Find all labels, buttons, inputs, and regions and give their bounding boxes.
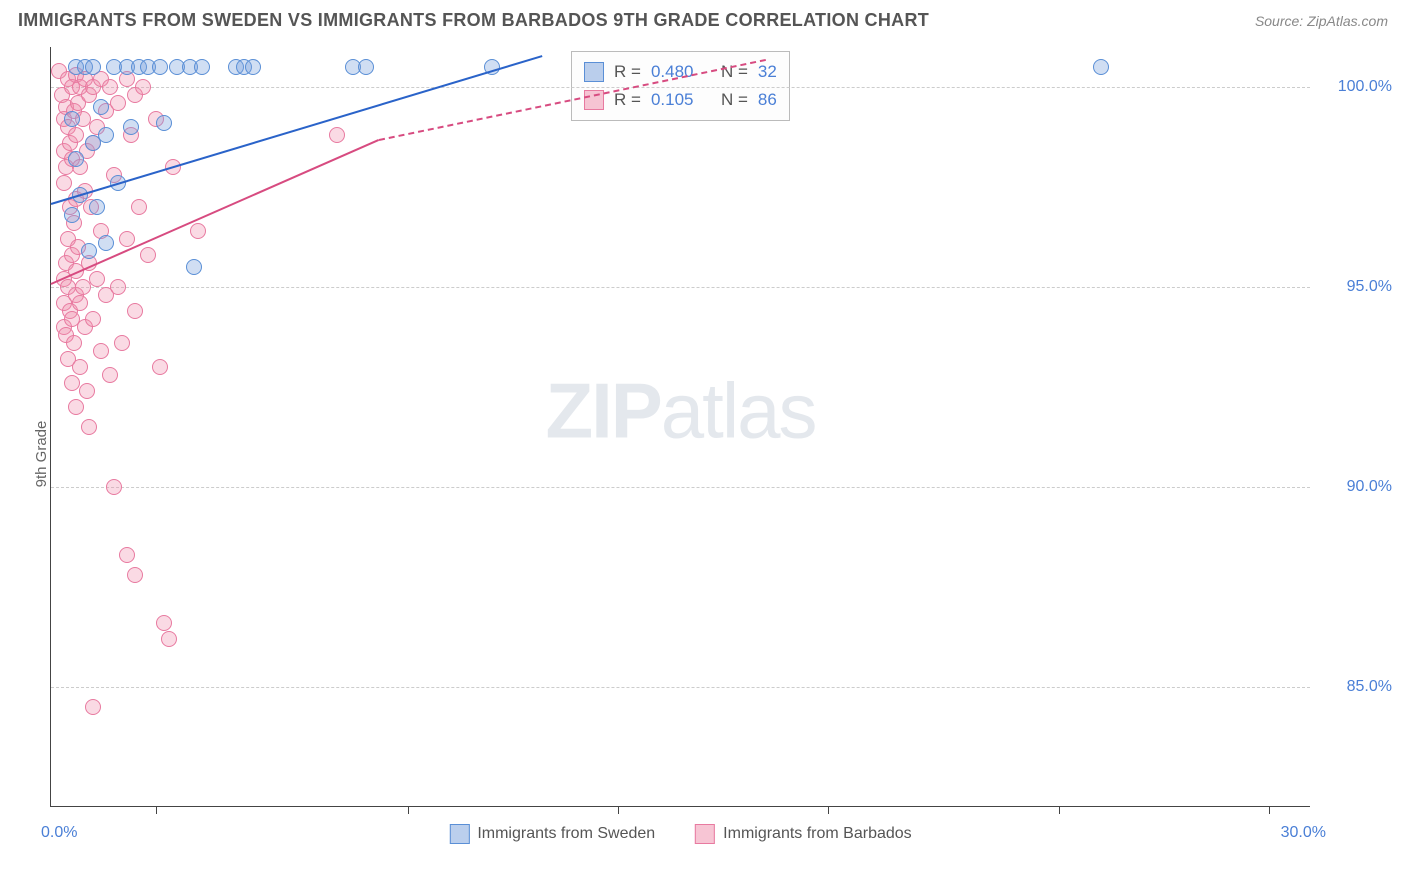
y-tick-label: 90.0%	[1322, 478, 1392, 496]
data-point-barbados	[64, 375, 80, 391]
data-point-barbados	[75, 279, 91, 295]
gridline	[51, 487, 1310, 488]
data-point-barbados	[85, 699, 101, 715]
data-point-sweden	[186, 259, 202, 275]
x-tick	[1269, 806, 1270, 814]
data-point-barbados	[66, 335, 82, 351]
y-tick-label: 100.0%	[1322, 78, 1392, 96]
x-tick	[408, 806, 409, 814]
data-point-barbados	[329, 127, 345, 143]
data-point-barbados	[72, 295, 88, 311]
data-point-barbados	[85, 311, 101, 327]
data-point-barbados	[156, 615, 172, 631]
data-point-barbados	[119, 231, 135, 247]
data-point-barbados	[161, 631, 177, 647]
data-point-barbados	[135, 79, 151, 95]
chart-title: IMMIGRANTS FROM SWEDEN VS IMMIGRANTS FRO…	[18, 10, 929, 31]
data-point-sweden	[123, 119, 139, 135]
data-point-sweden	[64, 111, 80, 127]
data-point-sweden	[152, 59, 168, 75]
data-point-sweden	[85, 59, 101, 75]
data-point-sweden	[98, 127, 114, 143]
y-tick-label: 85.0%	[1322, 678, 1392, 696]
x-tick	[156, 806, 157, 814]
x-tick	[828, 806, 829, 814]
data-point-sweden	[156, 115, 172, 131]
data-point-barbados	[102, 367, 118, 383]
data-point-sweden	[68, 151, 84, 167]
x-axis-start-label: 0.0%	[41, 824, 77, 842]
data-point-barbados	[106, 479, 122, 495]
legend-item-sweden: Immigrants from Sweden	[449, 824, 655, 844]
data-point-barbados	[56, 175, 72, 191]
swatch-blue-icon	[449, 824, 469, 844]
y-tick-label: 95.0%	[1322, 278, 1392, 296]
chart-header: IMMIGRANTS FROM SWEDEN VS IMMIGRANTS FRO…	[0, 0, 1406, 39]
data-point-sweden	[89, 199, 105, 215]
y-axis-label: 9th Grade	[33, 421, 50, 488]
data-point-barbados	[81, 419, 97, 435]
data-point-sweden	[64, 207, 80, 223]
series-legend: Immigrants from Sweden Immigrants from B…	[449, 824, 911, 844]
data-point-sweden	[81, 243, 97, 259]
data-point-barbados	[68, 399, 84, 415]
swatch-pink-icon	[695, 824, 715, 844]
data-point-sweden	[358, 59, 374, 75]
data-point-barbados	[140, 247, 156, 263]
data-point-barbados	[110, 279, 126, 295]
gridline	[51, 687, 1310, 688]
watermark: ZIPatlas	[545, 366, 815, 457]
data-point-barbados	[110, 95, 126, 111]
chart-source: Source: ZipAtlas.com	[1255, 13, 1388, 29]
data-point-barbados	[119, 547, 135, 563]
data-point-sweden	[93, 99, 109, 115]
gridline	[51, 287, 1310, 288]
data-point-sweden	[98, 235, 114, 251]
x-tick	[1059, 806, 1060, 814]
data-point-sweden	[1093, 59, 1109, 75]
data-point-barbados	[72, 359, 88, 375]
swatch-blue-icon	[584, 62, 604, 82]
data-point-sweden	[194, 59, 210, 75]
data-point-barbados	[79, 383, 95, 399]
chart-area: 9th Grade ZIPatlas R = 0.480 N = 32 R = …	[0, 39, 1406, 869]
data-point-barbados	[190, 223, 206, 239]
data-point-barbados	[131, 199, 147, 215]
data-point-barbados	[127, 567, 143, 583]
data-point-barbados	[89, 271, 105, 287]
data-point-barbados	[93, 343, 109, 359]
plot-region: ZIPatlas R = 0.480 N = 32 R = 0.105 N = …	[50, 47, 1310, 807]
gridline	[51, 87, 1310, 88]
legend-item-barbados: Immigrants from Barbados	[695, 824, 912, 844]
data-point-barbados	[114, 335, 130, 351]
data-point-sweden	[245, 59, 261, 75]
data-point-barbados	[102, 79, 118, 95]
x-axis-end-label: 30.0%	[1281, 824, 1326, 842]
data-point-barbados	[127, 303, 143, 319]
x-tick	[618, 806, 619, 814]
data-point-barbados	[152, 359, 168, 375]
data-point-barbados	[68, 127, 84, 143]
